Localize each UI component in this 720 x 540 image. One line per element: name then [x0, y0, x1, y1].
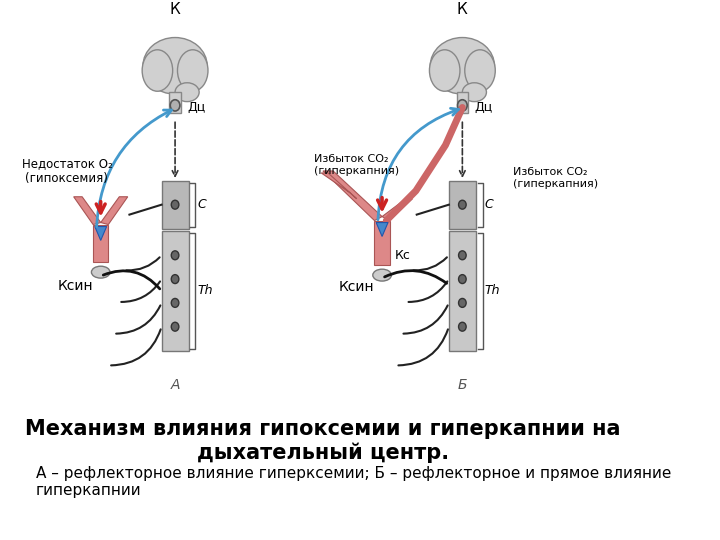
- Text: Дц: Дц: [474, 101, 492, 114]
- Polygon shape: [321, 173, 356, 199]
- Text: Механизм влияния гипоксемии и гиперкапнии на
дыхательный центр.: Механизм влияния гипоксемии и гиперкапни…: [25, 419, 621, 463]
- Polygon shape: [323, 171, 382, 220]
- Text: Б: Б: [458, 378, 467, 392]
- Ellipse shape: [459, 299, 466, 307]
- Text: Кс: Кс: [395, 249, 410, 262]
- Text: А: А: [171, 378, 180, 392]
- Bar: [449, 181, 476, 228]
- Polygon shape: [376, 222, 388, 237]
- Text: Дц: Дц: [187, 101, 205, 114]
- Ellipse shape: [175, 83, 199, 102]
- Bar: [456, 92, 468, 113]
- Polygon shape: [101, 197, 127, 225]
- Polygon shape: [93, 225, 108, 262]
- Ellipse shape: [142, 50, 173, 91]
- Polygon shape: [95, 226, 107, 240]
- Ellipse shape: [91, 266, 110, 278]
- Bar: [169, 92, 181, 113]
- Text: Избыток СО₂
(гиперкапния): Избыток СО₂ (гиперкапния): [513, 167, 598, 188]
- Text: Th: Th: [197, 285, 212, 298]
- Ellipse shape: [373, 269, 392, 281]
- Ellipse shape: [465, 50, 495, 91]
- Ellipse shape: [171, 299, 179, 307]
- Text: Избыток СО₂
(гиперкапния): Избыток СО₂ (гиперкапния): [315, 154, 400, 176]
- Text: С: С: [485, 198, 493, 211]
- Ellipse shape: [143, 38, 207, 94]
- Polygon shape: [73, 197, 101, 225]
- Text: Ксин: Ксин: [339, 280, 374, 294]
- Ellipse shape: [170, 100, 180, 111]
- Text: Th: Th: [485, 285, 500, 298]
- Text: К: К: [457, 2, 468, 17]
- Ellipse shape: [462, 83, 487, 102]
- Ellipse shape: [457, 100, 467, 111]
- Ellipse shape: [431, 38, 495, 94]
- Bar: [161, 181, 189, 228]
- Polygon shape: [382, 199, 413, 220]
- Ellipse shape: [177, 50, 208, 91]
- Text: Ксин: Ксин: [58, 279, 93, 293]
- Text: Недостаток О₂
(гипоксемия): Недостаток О₂ (гипоксемия): [22, 157, 112, 185]
- Ellipse shape: [459, 251, 466, 260]
- Text: А – рефлекторное влияние гиперксемии; Б – рефлекторное и прямое влияние
гиперкап: А – рефлекторное влияние гиперксемии; Б …: [36, 465, 671, 498]
- Ellipse shape: [171, 275, 179, 284]
- Text: С: С: [197, 198, 206, 211]
- Bar: [161, 232, 189, 350]
- Ellipse shape: [429, 50, 460, 91]
- Polygon shape: [374, 220, 390, 265]
- Ellipse shape: [459, 322, 466, 331]
- Text: К: К: [170, 2, 181, 17]
- Ellipse shape: [459, 200, 466, 209]
- Bar: [449, 232, 476, 350]
- Ellipse shape: [171, 322, 179, 331]
- Ellipse shape: [171, 200, 179, 209]
- Ellipse shape: [171, 251, 179, 260]
- Ellipse shape: [459, 275, 466, 284]
